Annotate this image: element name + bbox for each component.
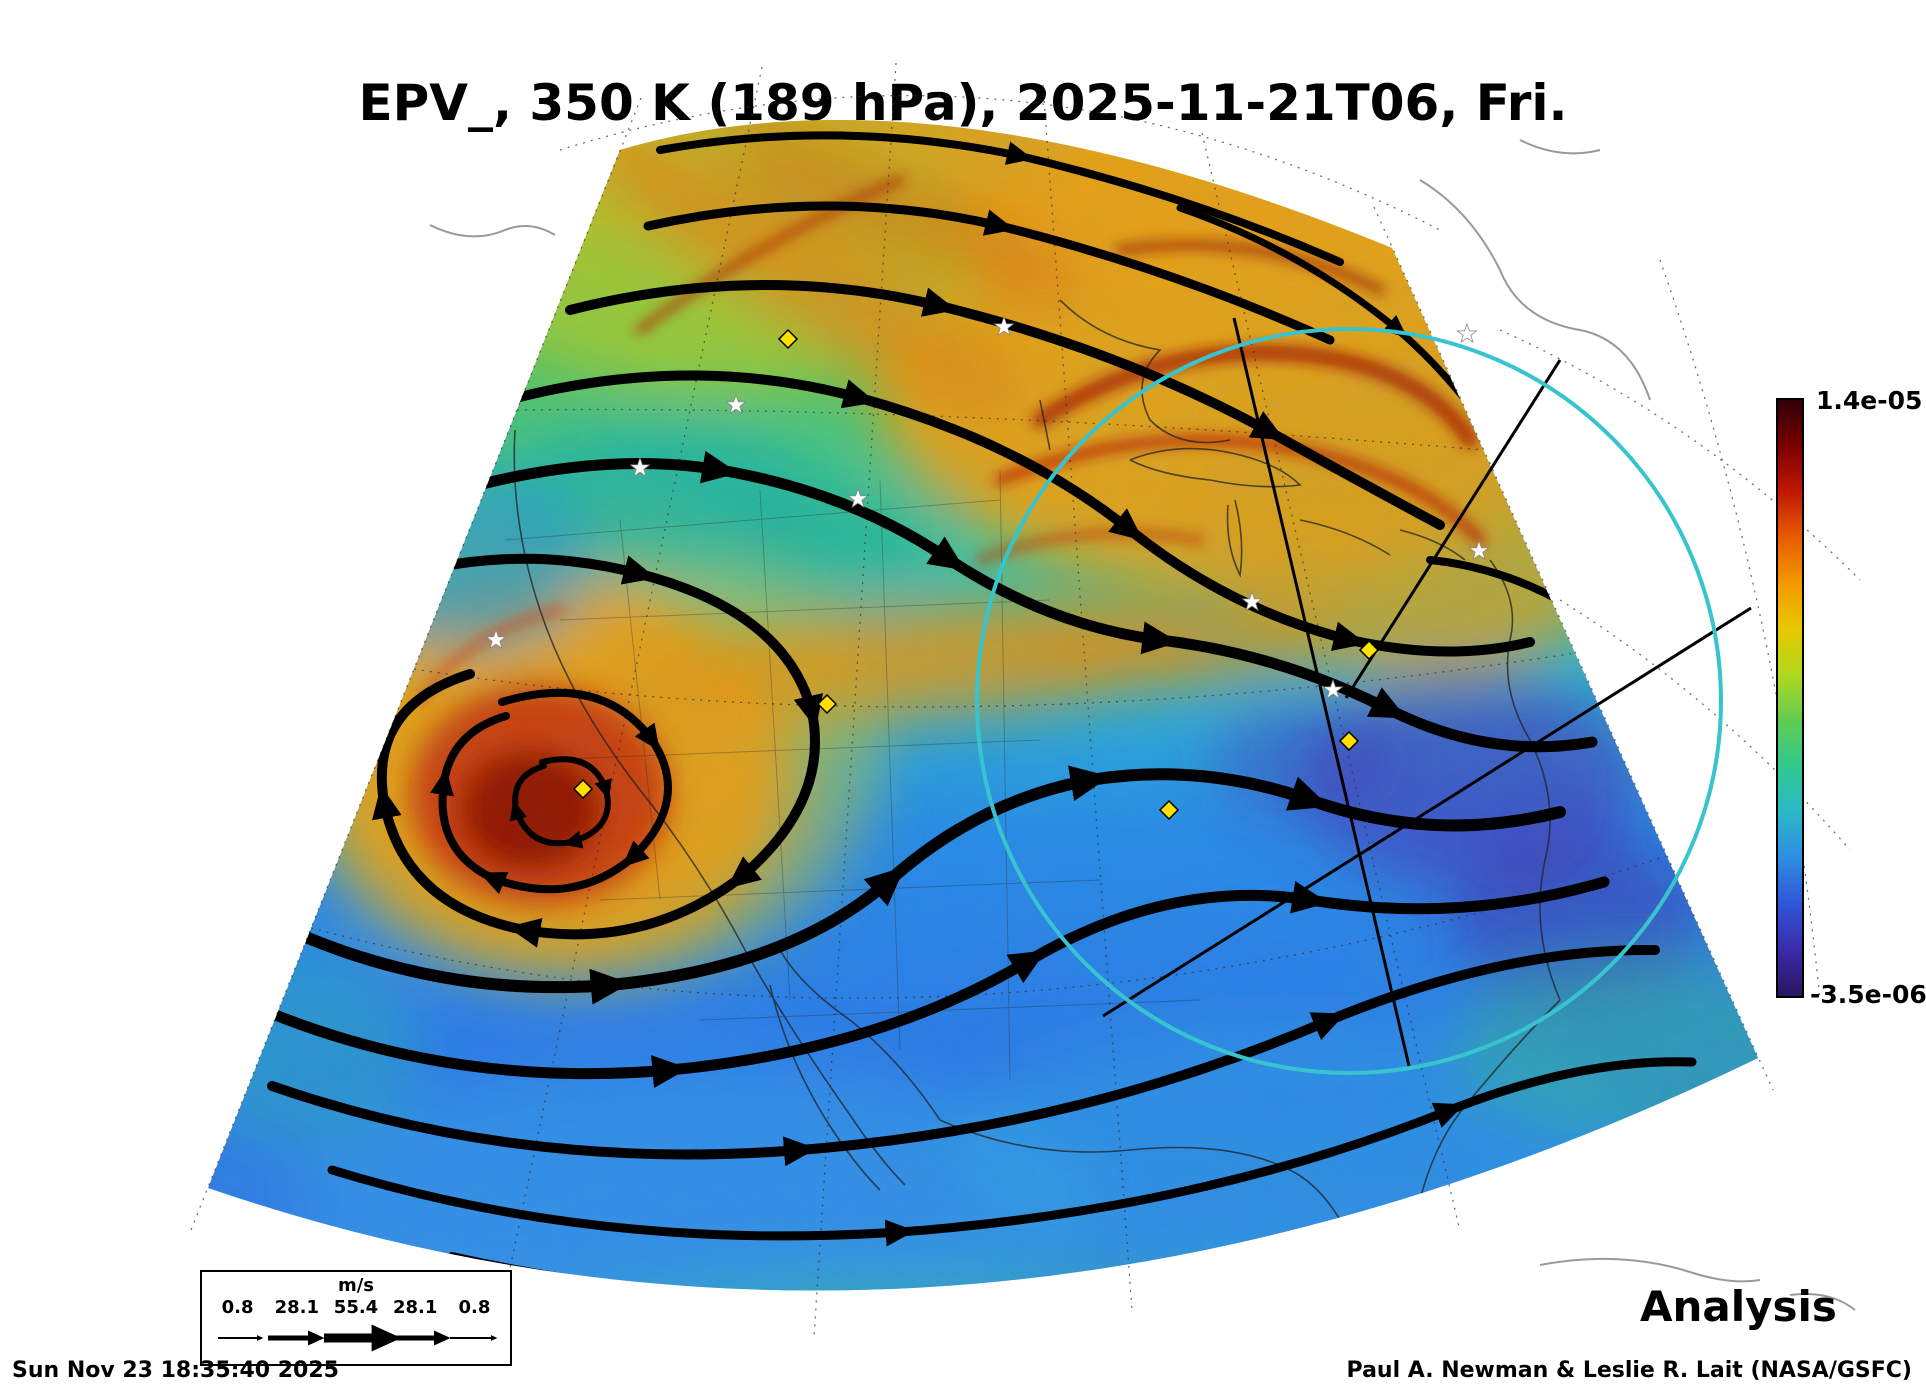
timestamp: Sun Nov 23 18:35:40 2025	[12, 1358, 339, 1383]
colorbar-max-label: 1.4e-05	[1816, 386, 1923, 415]
wind-legend-value: 55.4	[333, 1297, 379, 1318]
wind-speed-legend: m/s 0.8 28.1 55.4 28.1 0.8	[200, 1270, 512, 1366]
cross-section-line	[1232, 317, 1411, 1067]
analysis-label: Analysis	[1640, 1282, 1837, 1331]
city-star-icon	[1457, 323, 1477, 343]
epv-field	[208, 119, 1758, 1291]
wind-legend-values: 0.8 28.1 55.4 28.1 0.8	[202, 1297, 510, 1318]
range-ring	[975, 327, 1723, 1075]
wind-legend-arrow-scale	[218, 1324, 498, 1352]
cross-section-line	[1344, 359, 1562, 699]
colorbar-min-label: -3.5e-06	[1810, 980, 1926, 1009]
outer-coastlines	[429, 139, 1856, 1311]
wind-legend-value: 0.8	[458, 1297, 491, 1318]
wind-legend-value: 28.1	[274, 1297, 320, 1318]
cross-section-line	[1102, 606, 1752, 1018]
wind-legend-value: 28.1	[393, 1297, 438, 1318]
page-title: EPV_, 350 K (189 hPa), 2025-11-21T06, Fr…	[358, 73, 1568, 132]
cross-section-lines	[1102, 317, 1752, 1067]
credit: Paul A. Newman & Leslie R. Lait (NASA/GS…	[1346, 1358, 1912, 1383]
wind-legend-unit: m/s	[337, 1275, 375, 1296]
wind-legend-value: 0.8	[221, 1297, 254, 1318]
colorbar-gradient	[1776, 398, 1804, 998]
